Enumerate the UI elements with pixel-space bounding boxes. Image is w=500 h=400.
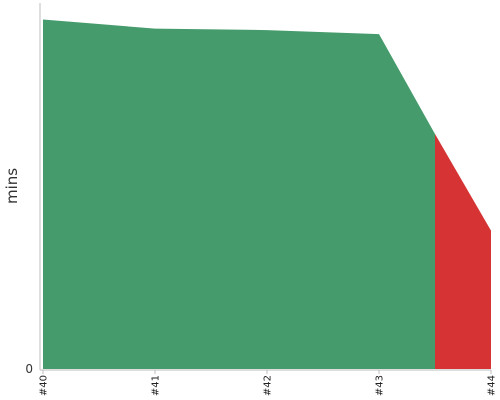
x-tick-label: #44 [487,375,498,396]
x-tick-label: #42 [263,375,274,396]
x-tick-label: #41 [151,375,162,396]
x-tick-label: #43 [375,375,386,396]
area-series-1 [435,134,491,369]
y-tick-label: 0 [25,362,33,376]
area-series-0 [43,19,435,369]
x-tick-label: #40 [39,375,50,396]
x-ticks: #40 #41 #42 #43 #44 [39,370,498,396]
plot-areas [43,19,491,369]
y-axis-label: mins [3,168,21,204]
y-ticks: 0 [25,362,33,376]
